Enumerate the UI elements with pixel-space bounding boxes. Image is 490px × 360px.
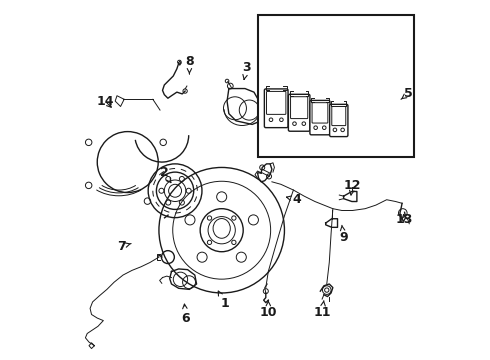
Text: 4: 4 — [287, 193, 301, 206]
Text: 7: 7 — [117, 240, 131, 253]
Text: 9: 9 — [339, 225, 348, 244]
FancyBboxPatch shape — [291, 97, 308, 118]
FancyBboxPatch shape — [330, 104, 348, 136]
Text: 3: 3 — [243, 60, 251, 80]
Text: 2: 2 — [160, 166, 171, 183]
FancyBboxPatch shape — [289, 94, 310, 131]
Text: 10: 10 — [260, 301, 277, 319]
Text: 6: 6 — [181, 304, 190, 325]
Text: 13: 13 — [396, 213, 413, 226]
Text: 1: 1 — [218, 291, 230, 310]
Text: 11: 11 — [313, 301, 331, 319]
Text: 5: 5 — [401, 87, 413, 100]
FancyBboxPatch shape — [332, 107, 346, 126]
FancyBboxPatch shape — [267, 91, 286, 114]
Text: 12: 12 — [344, 179, 361, 195]
Text: 8: 8 — [185, 55, 194, 74]
FancyBboxPatch shape — [310, 100, 330, 135]
Text: 14: 14 — [97, 95, 114, 108]
FancyBboxPatch shape — [265, 89, 288, 128]
Bar — [258, 15, 414, 157]
FancyBboxPatch shape — [312, 103, 328, 123]
